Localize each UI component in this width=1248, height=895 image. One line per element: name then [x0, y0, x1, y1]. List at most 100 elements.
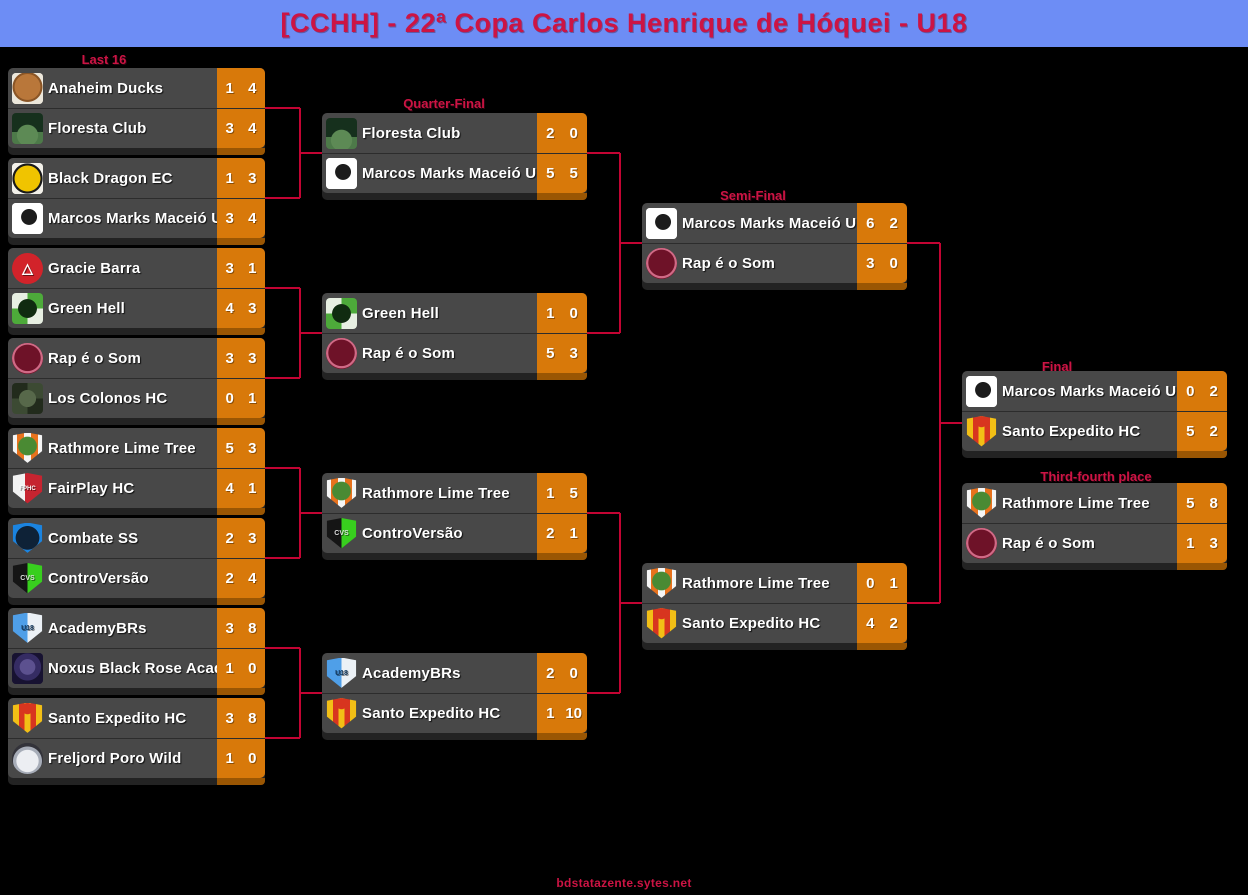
match-row-marcos-marks-maceio-u18: Marcos Marks Maceió U18 5 5 [322, 153, 587, 193]
logo-emblem [12, 342, 43, 374]
score-value: 3 [225, 709, 234, 727]
score-value: 1 [248, 480, 257, 497]
team-name: Combate SS [48, 529, 139, 547]
match-card-last16-1: Anaheim Ducks 1 4 Floresta Club 3 4 [8, 68, 265, 155]
logo-emblem [326, 338, 357, 369]
match-card-last16-6: Combate SS 2 3 CVS ControVersão 2 4 [8, 518, 265, 605]
score-value: 1 [1186, 535, 1195, 552]
score-value: 0 [1186, 382, 1195, 400]
match-card-qf-2: Green Hell 1 0 Rap é o Som 5 3 [322, 293, 587, 380]
score-value: 1 [225, 660, 234, 677]
score-value: 3 [569, 345, 578, 362]
team-name: Santo Expedito HC [682, 615, 821, 632]
logo-emblem [326, 698, 357, 729]
match-row-academybrs: U18 AcademyBRs 2 0 [322, 653, 587, 693]
match-card-last16-5: Rathmore Lime Tree 5 3 FPHC FairPlay HC 4 1 [8, 428, 265, 515]
team-logo-rathmore-lime-tree-icon [966, 487, 997, 518]
logo-emblem [12, 702, 43, 733]
logo-emblem [12, 653, 43, 684]
logo-emblem [12, 113, 43, 144]
team-logo-fairplay-hc-icon: FPHC [12, 473, 43, 504]
team-name: Rap é o Som [362, 345, 456, 362]
score-value: 2 [1209, 382, 1218, 400]
team-name: Santo Expedito HC [362, 705, 501, 722]
logo-emblem [646, 248, 677, 279]
match-row-marcos-marks-maceio-u18: Marcos Marks Maceió U18 0 2 [962, 371, 1227, 411]
team-logo-marcos-marks-maceio-u18-icon [12, 203, 43, 234]
logo-emblem [12, 383, 43, 414]
team-logo-santo-expedito-hc-icon [646, 608, 677, 639]
score-value: 0 [248, 750, 257, 767]
score-value: 5 [546, 345, 555, 362]
score-value: 10 [565, 705, 582, 722]
match-row-noxus-black-rose-academy: Noxus Black Rose Academy 1 0 [8, 648, 265, 688]
match-card-third-1: Rathmore Lime Tree 5 8 Rap é o Som 1 3 [962, 483, 1227, 570]
score-value: 4 [248, 210, 257, 227]
site-link[interactable]: bdstatazente.sytes.net [556, 876, 692, 890]
logo-emblem [12, 432, 43, 463]
score-value: 3 [248, 169, 257, 187]
match-card-sf-1: Marcos Marks Maceió U18 6 2 Rap é o Som 3 0 [642, 203, 907, 290]
team-name: Rap é o Som [48, 349, 142, 367]
score-value: 1 [225, 169, 234, 187]
score-value: 2 [546, 664, 555, 682]
team-name: Freljord Poro Wild [48, 750, 182, 767]
round-label-final: Final [1041, 359, 1073, 374]
match-row-academybrs: U18 AcademyBRs 3 8 [8, 608, 265, 648]
match-row-rathmore-lime-tree: Rathmore Lime Tree 5 3 [8, 428, 265, 468]
logo-emblem [966, 375, 997, 407]
score-value: 5 [1186, 494, 1195, 512]
logo-emblem [646, 207, 677, 239]
score-value: 0 [569, 124, 578, 142]
score-value: 0 [225, 390, 234, 407]
match-card-sf-2: Rathmore Lime Tree 0 1 Santo Expedito HC 4 2 [642, 563, 907, 650]
logo-text: △ [22, 260, 33, 276]
round-label-third-place: Third-fourth place [1040, 469, 1152, 484]
score-value: 3 [248, 349, 257, 367]
team-name: Santo Expedito HC [1002, 423, 1141, 440]
logo-emblem [326, 477, 357, 508]
team-name: Rap é o Som [1002, 535, 1096, 552]
match-row-rap-e-o-som: Rap é o Som 3 3 [8, 338, 265, 378]
match-row-rathmore-lime-tree: Rathmore Lime Tree 1 5 [322, 473, 587, 513]
score-value: 1 [546, 705, 555, 722]
team-logo-marcos-marks-maceio-u18-icon [646, 207, 677, 239]
team-name: Black Dragon EC [48, 169, 173, 187]
score-value: 4 [225, 300, 234, 317]
score-value: 5 [546, 165, 555, 182]
logo-emblem [12, 743, 43, 774]
team-name: ControVersão [362, 525, 463, 542]
score-value: 0 [889, 255, 898, 272]
match-row-gracie-barra: △ Gracie Barra 3 1 [8, 248, 265, 288]
match-row-marcos-marks-maceio-u18: Marcos Marks Maceió U18 6 2 [642, 203, 907, 243]
match-row-black-dragon-ec: Black Dragon EC 1 3 [8, 158, 265, 198]
score-value: 2 [546, 124, 555, 142]
round-label-quarterfinal: Quarter-Final [403, 96, 485, 111]
match-card-last16-2: Black Dragon EC 1 3 Marcos Marks Maceió U18… [8, 158, 265, 245]
logo-text: U18 [335, 669, 348, 677]
team-name: Marcos Marks Maceió U18 [1002, 382, 1194, 400]
logo-emblem [12, 72, 43, 104]
score-value: 1 [546, 484, 555, 502]
match-row-floresta-club: Floresta Club 3 4 [8, 108, 265, 148]
score-value: 0 [569, 664, 578, 682]
team-name: Floresta Club [48, 120, 147, 137]
match-row-rathmore-lime-tree: Rathmore Lime Tree 0 1 [642, 563, 907, 603]
team-logo-rathmore-lime-tree-icon [12, 432, 43, 463]
